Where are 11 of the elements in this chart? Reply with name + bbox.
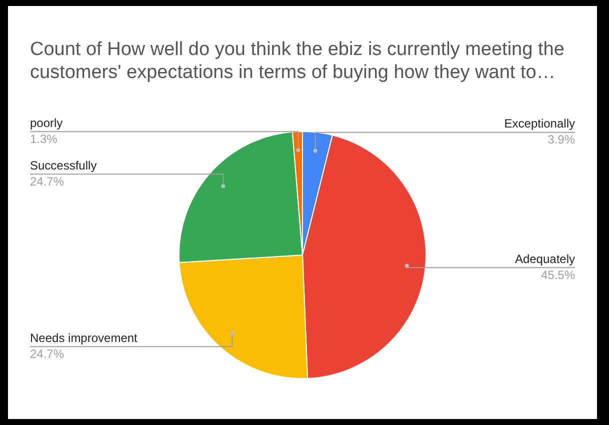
slice-label: poorly: [30, 116, 63, 130]
data-label: 45.5%: [540, 268, 576, 282]
slice-label: Exceptionally: [504, 116, 575, 131]
data-label: 3.9%: [548, 132, 576, 147]
slice-label: Adequately: [514, 252, 575, 266]
data-label: 24.7%: [30, 346, 64, 361]
data-label: 24.7%: [30, 174, 64, 188]
slice-label: Successfully: [30, 158, 97, 172]
slice-label: Needs improvement: [30, 330, 138, 345]
data-label: 1.3%: [30, 132, 58, 146]
chart-title: Count of How well do you think the ebiz is currently meeting the customers' expectations in terms of buying how they want to…: [30, 38, 566, 84]
